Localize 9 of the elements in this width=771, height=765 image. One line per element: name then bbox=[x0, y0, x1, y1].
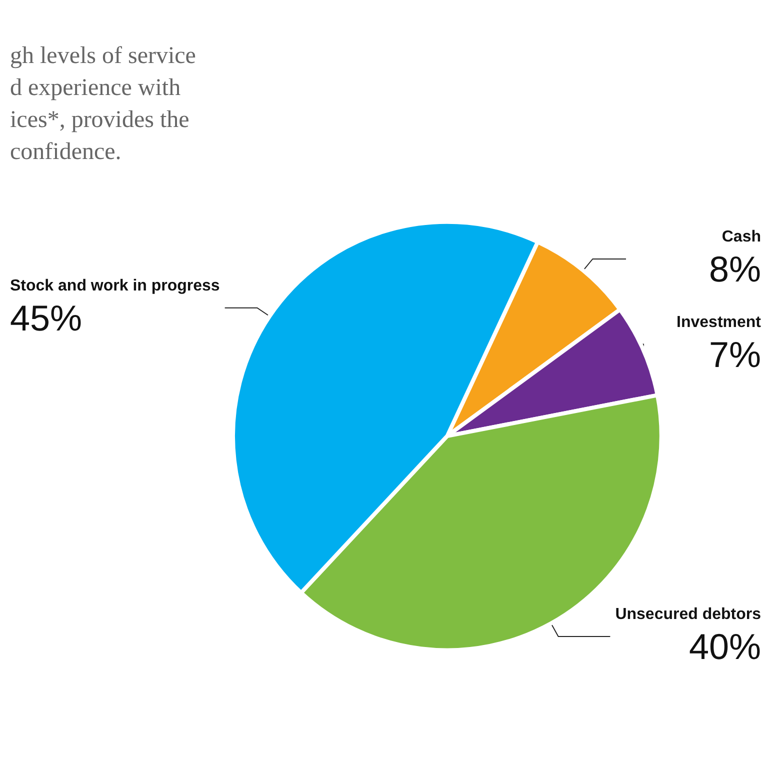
data-label: 8% bbox=[708, 248, 761, 290]
data-label: 45% bbox=[10, 297, 82, 338]
slice-label: Cash bbox=[722, 228, 761, 246]
data-label: 40% bbox=[688, 626, 761, 668]
data-label: 7% bbox=[708, 334, 761, 375]
slice-label: Investment bbox=[676, 314, 762, 331]
slice-label: Unsecured debtors bbox=[615, 606, 762, 624]
slice-label: Stock and work in progress bbox=[10, 277, 220, 294]
text: gh levels of service d experience with ices*, provides the confidence. bbox=[10, 43, 196, 165]
